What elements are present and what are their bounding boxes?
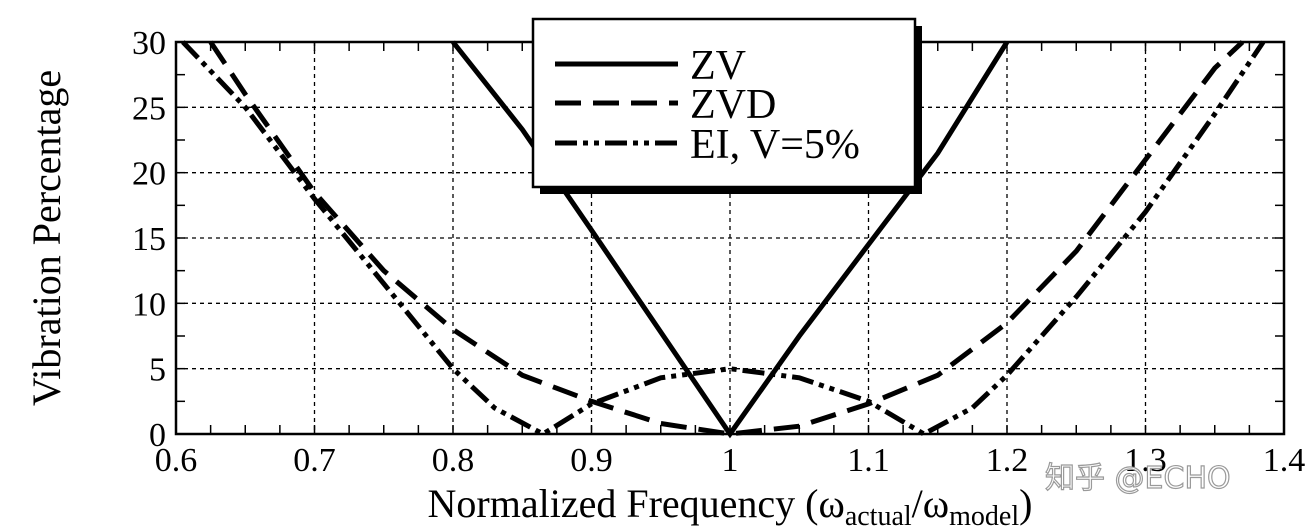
x-axis-label-close: ): [1019, 481, 1032, 526]
legend-label-zvd: ZVD: [690, 82, 776, 128]
x-tick-label: 1.2: [986, 442, 1029, 479]
y-tick-label: 10: [132, 286, 166, 323]
x-tick-label: 0.7: [293, 442, 336, 479]
y-tick-label: 20: [132, 156, 166, 193]
y-tick-labels: 0 5 10 15 20 25 30: [132, 25, 166, 454]
x-tick-label: 1: [722, 442, 739, 479]
legend-label-ei: EI, V=5%: [690, 122, 860, 168]
x-axis-label-sub-2: model: [949, 501, 1019, 531]
x-axis-label-slash: /: [912, 481, 924, 526]
legend: ZV ZVD EI, V=5%: [531, 17, 922, 194]
y-axis-label: Vibration Percentage: [24, 70, 69, 406]
series-line-1: [208, 40, 1245, 437]
x-tick-labels: 0.6 0.7 0.8 0.9 1 1.1 1.2 1.3 1.4: [155, 442, 1306, 479]
series-line-2: [181, 40, 1266, 437]
y-tick-label: 25: [132, 90, 166, 127]
x-axis-label-sub-1: actual: [845, 501, 912, 531]
x-tick-label: 0.6: [155, 442, 198, 479]
x-axis-label-omega-1: ω: [819, 481, 845, 526]
x-tick-label: 1.4: [1263, 442, 1306, 479]
legend-label-zv: ZV: [690, 43, 746, 89]
x-tick-label: 1.1: [847, 442, 890, 479]
x-axis-label-omega-2: ω: [923, 481, 949, 526]
x-tick-label: 0.9: [570, 442, 613, 479]
y-tick-label: 30: [132, 25, 166, 62]
y-tick-label: 5: [149, 352, 166, 389]
y-tick-label: 15: [132, 221, 166, 258]
x-tick-label: 0.8: [432, 442, 475, 479]
y-tick-label: 0: [149, 417, 166, 454]
x-axis-label-main: Normalized Frequency (: [428, 481, 819, 526]
watermark: 知乎 @ECHO: [1045, 461, 1231, 496]
x-axis-label: Normalized Frequency (ωactual/ωmodel): [428, 481, 1033, 531]
x-tick-label: 1.3: [1124, 442, 1167, 479]
